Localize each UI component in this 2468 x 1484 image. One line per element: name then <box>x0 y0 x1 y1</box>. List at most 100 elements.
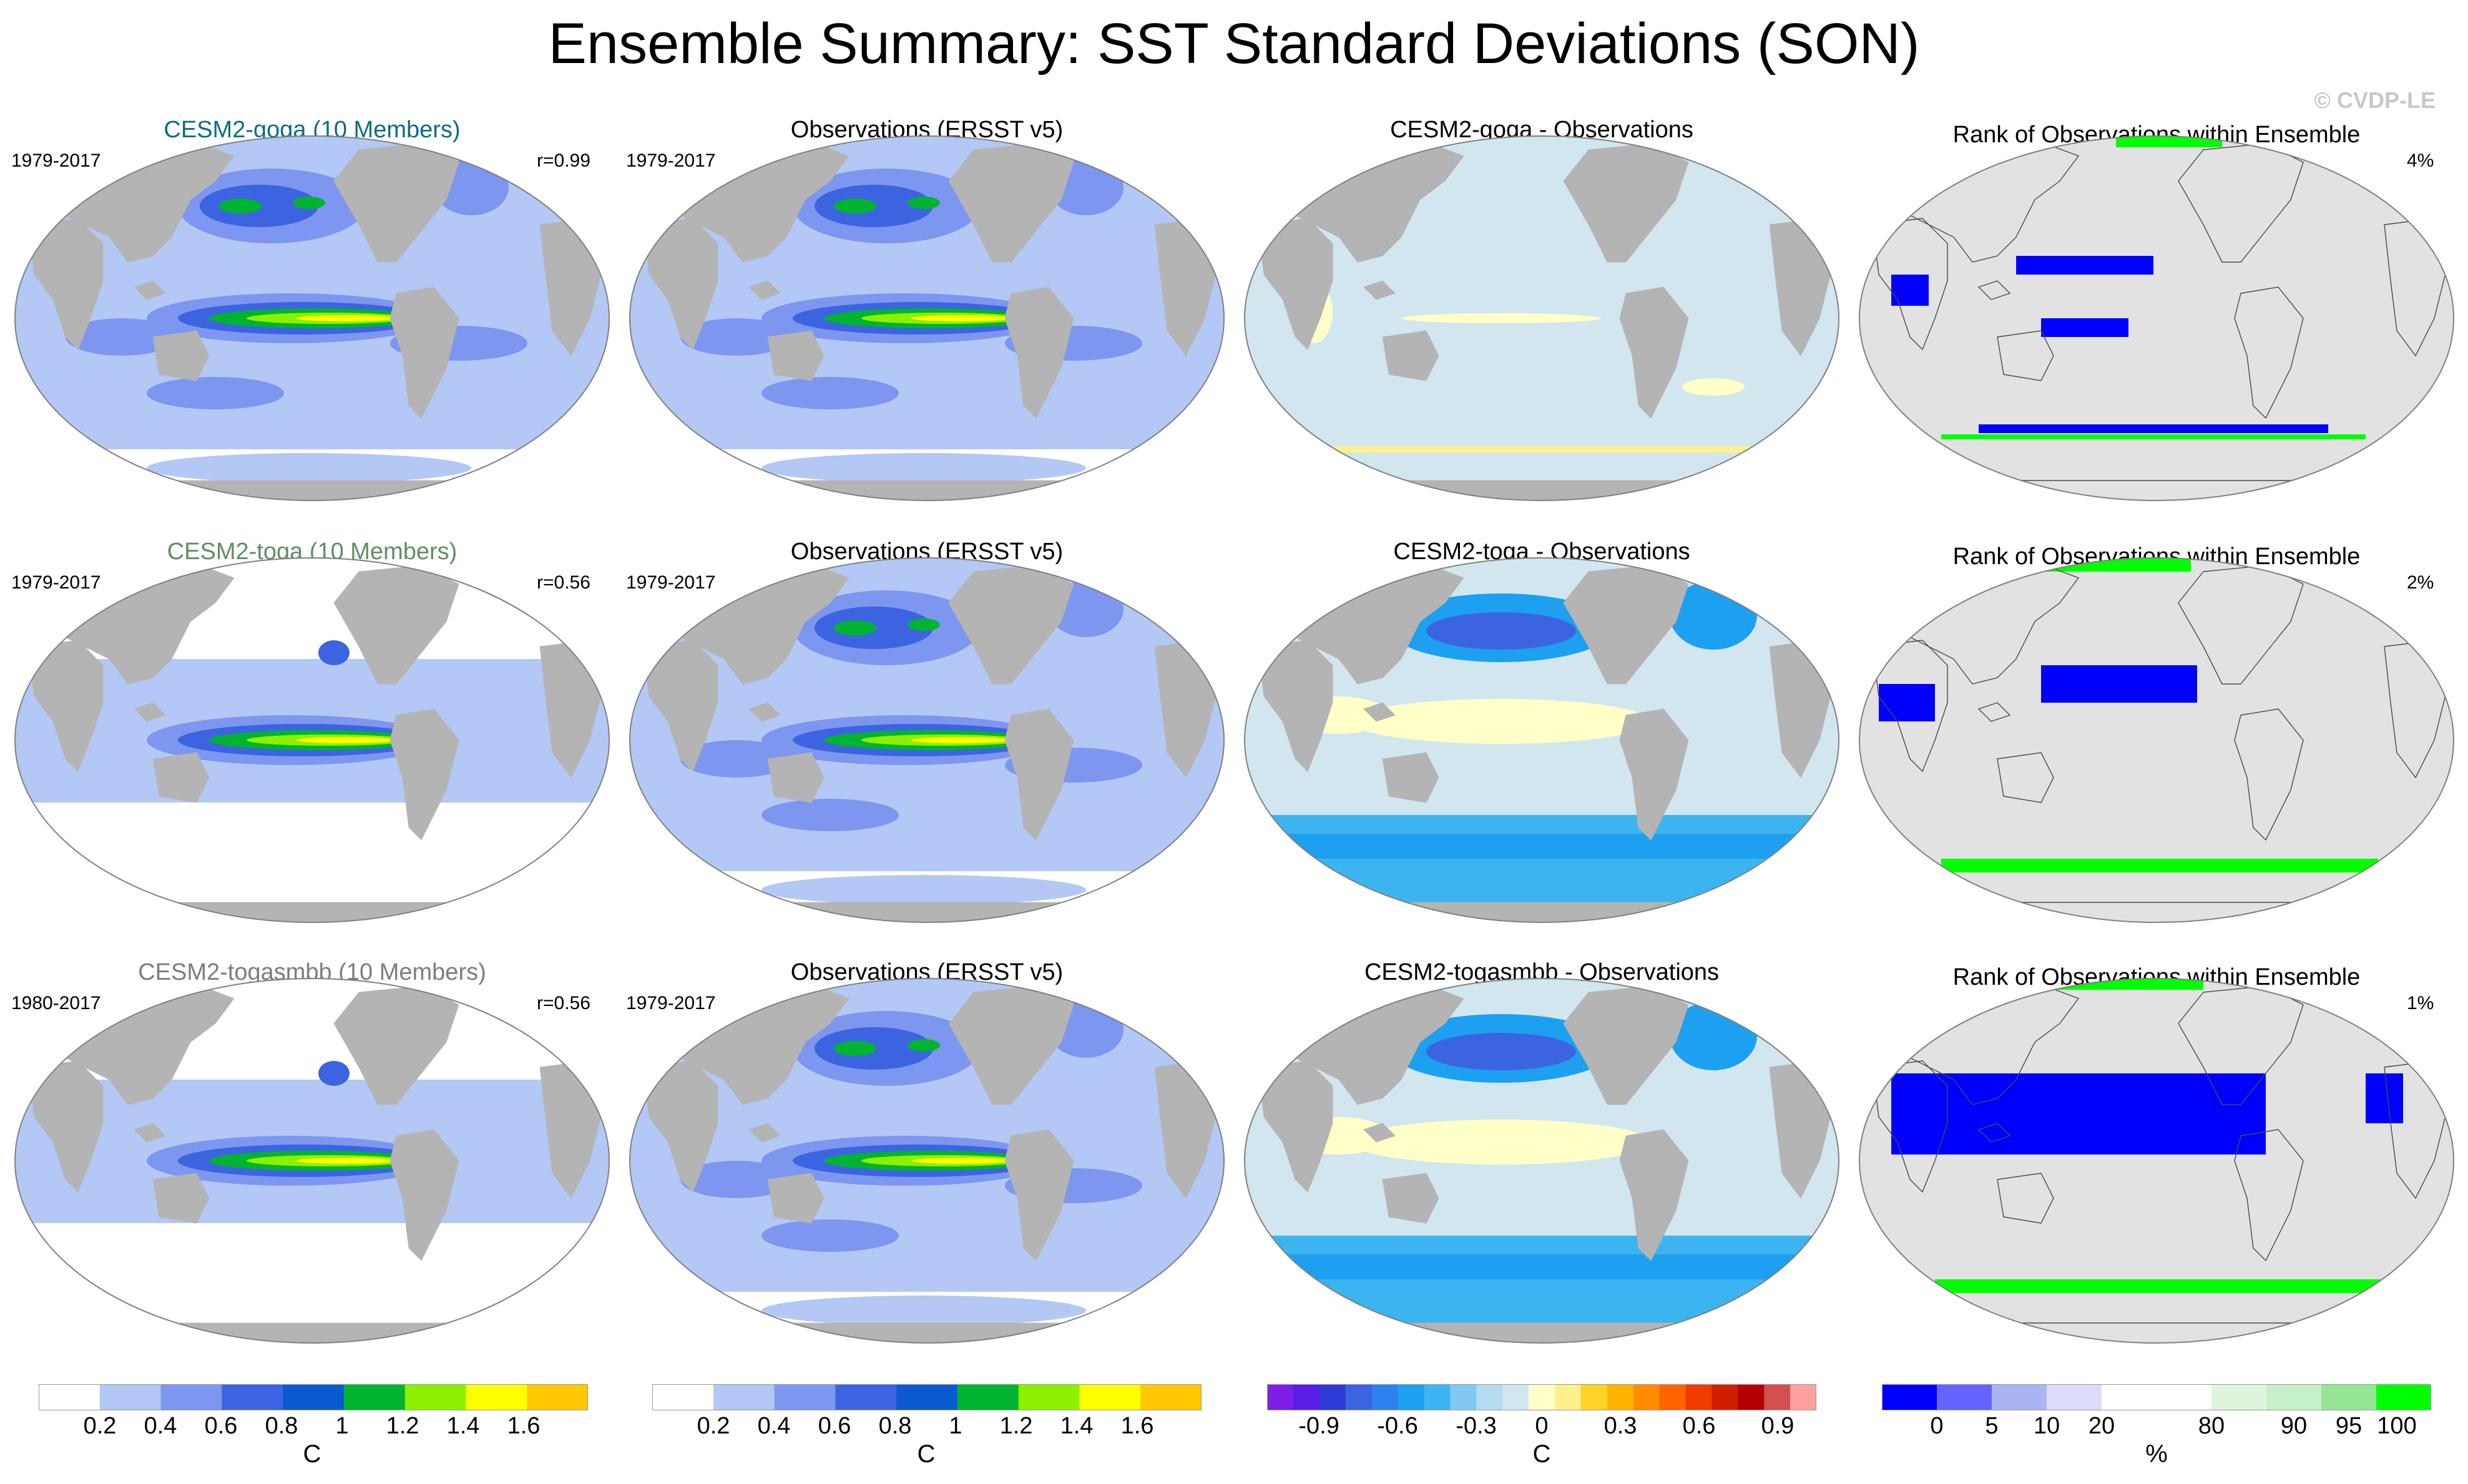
ensemble-years-3: 1980-2017 <box>11 993 101 1013</box>
greenland-land <box>464 136 516 169</box>
tropical-positive-band <box>1351 1120 1651 1164</box>
colorbar-swatch <box>1476 1384 1503 1410</box>
australia-land <box>152 330 210 381</box>
ensemble-years-1: 1979-2017 <box>11 150 101 171</box>
colorbar-swatch <box>1580 1384 1608 1410</box>
cb4-tick: 20 <box>2088 1413 2115 1439</box>
africa-land <box>1257 218 1333 350</box>
colorbar-swatch <box>1450 1384 1477 1410</box>
figure-title: Ensemble Summary: SST Standard Deviation… <box>548 12 1920 76</box>
north-pacific-peak <box>834 198 876 213</box>
colorbar-swatch <box>1018 1384 1080 1410</box>
australia-land <box>1382 330 1439 381</box>
cb3-tick: 0.6 <box>1682 1413 1716 1439</box>
south-america-land <box>1004 708 1074 841</box>
north-pacific-negative-core <box>1426 612 1576 650</box>
enso-tongue-peak <box>911 315 1011 321</box>
cb2-tick: 1.2 <box>999 1413 1033 1439</box>
south-america-land <box>2234 286 2304 419</box>
colorbar-frame <box>1267 1384 1816 1410</box>
map-obs-3 <box>629 978 1225 1344</box>
colorbar-swatch <box>896 1384 958 1410</box>
colorbar-swatch <box>466 1384 527 1410</box>
southern-negative-core <box>1245 834 1839 859</box>
map-ensemble-toga <box>14 557 610 923</box>
cb2-tick: 0.8 <box>878 1413 912 1439</box>
maritime-land <box>1363 280 1396 300</box>
map-obs-1 <box>629 135 1225 501</box>
africa-land <box>27 640 104 772</box>
cb1-tick: 1.4 <box>446 1413 480 1439</box>
maritime-land <box>1363 702 1396 722</box>
south-america-land <box>2234 1129 2304 1262</box>
cb2-tick: 0.2 <box>697 1413 730 1439</box>
colorbar-diff <box>1267 1384 1816 1410</box>
greenland-land <box>1079 136 1130 169</box>
ensemble-years-2: 1979-2017 <box>11 572 101 593</box>
cb4-tick: 5 <box>1985 1413 1999 1439</box>
south-america-land <box>1004 286 1074 419</box>
maritime-land <box>134 280 166 300</box>
colorbar-swatch <box>343 1384 406 1410</box>
colorbar-swatch <box>1711 1384 1738 1410</box>
colorbar-swatch <box>2102 1384 2157 1410</box>
north-pacific-peak-2 <box>908 618 940 631</box>
cb3-tick: 0.3 <box>1604 1413 1637 1439</box>
north-pacific-peak-2 <box>293 197 325 209</box>
colorbar-swatch <box>39 1384 100 1410</box>
antarctica-land <box>1245 902 1839 922</box>
maritime-land <box>748 702 781 722</box>
rank-low-patch <box>1891 275 1929 306</box>
obs-years-3: 1979-2017 <box>626 993 716 1013</box>
pattern-corr-3: r=0.56 <box>537 993 590 1013</box>
enso-tongue-peak <box>296 1158 396 1164</box>
cb3-tick: -0.9 <box>1298 1413 1339 1439</box>
antarctica-land <box>630 902 1224 922</box>
map-outline <box>629 135 1225 501</box>
greenland-land <box>464 979 516 1012</box>
southern-band <box>761 1296 1086 1325</box>
colorbar-swatch <box>1293 1384 1320 1410</box>
colorbar-swatch <box>2157 1384 2212 1410</box>
rank-high-band <box>1941 434 2366 439</box>
cb4-tick: 80 <box>2198 1413 2225 1439</box>
arctic-max <box>674 998 724 1023</box>
cb3-tick: 0 <box>1535 1413 1549 1439</box>
rank-low-patch <box>2041 665 2197 703</box>
south-america-land <box>389 708 459 841</box>
colorbar-frame <box>39 1384 588 1410</box>
antarctica-land <box>1245 1322 1839 1343</box>
cb3-tick: 0.9 <box>1761 1413 1795 1439</box>
map-rank-goga <box>1859 135 2454 501</box>
antarctica-land <box>1859 1322 2454 1343</box>
greenland-land <box>1694 558 1745 591</box>
rank-field <box>1859 136 2454 500</box>
north-pacific-peak-2 <box>908 1039 940 1052</box>
south-america-land <box>389 286 459 419</box>
maritime-land <box>1977 1123 2011 1143</box>
south-america-land <box>1619 708 1689 841</box>
southern-band <box>761 875 1086 905</box>
colorbar-swatch <box>404 1384 466 1410</box>
greenland-land <box>1694 979 1745 1012</box>
south-pacific-band <box>761 377 899 409</box>
map-diff-goga <box>1244 135 1839 501</box>
cb3-unit: C <box>1532 1440 1551 1468</box>
colorbar-swatch <box>2211 1384 2267 1410</box>
maritime-land <box>1977 702 2011 722</box>
africa-land <box>642 218 718 350</box>
colorbar-swatch <box>99 1384 162 1410</box>
positive-patch-eq <box>1401 313 1601 323</box>
credit-label: © CVDP-LE <box>2314 87 2436 113</box>
rank-high-arctic <box>2116 136 2222 147</box>
map-rank-toga <box>1859 557 2454 923</box>
coastal-max <box>318 1061 350 1086</box>
map-rank-togasmbb <box>1859 978 2454 1344</box>
south-america-land <box>2234 708 2304 841</box>
cb1-tick: 1.2 <box>386 1413 419 1439</box>
map-outline <box>1244 135 1839 501</box>
colorbar-swatch <box>1502 1384 1529 1410</box>
colorbar-swatch <box>2376 1384 2431 1410</box>
colorbar-swatch <box>835 1384 897 1410</box>
africa-land <box>1872 1060 1948 1193</box>
